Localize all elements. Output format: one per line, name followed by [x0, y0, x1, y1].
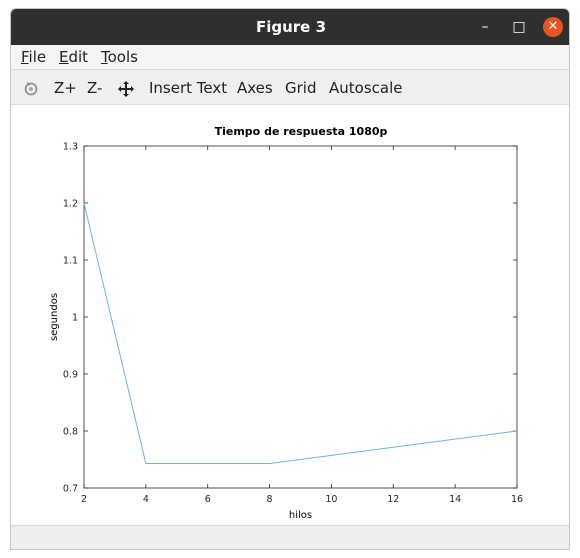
- x-tick-label: 8: [267, 494, 273, 505]
- pan-icon[interactable]: [117, 70, 135, 106]
- menu-edit[interactable]: Edit: [59, 47, 88, 67]
- toolbar: Z+ Z- Insert Text Axes Grid Autoscale: [11, 69, 569, 106]
- y-tick-label: 0.9: [63, 370, 78, 381]
- x-tick-label: 12: [387, 494, 399, 505]
- autoscale-button[interactable]: Autoscale: [329, 79, 403, 97]
- y-tick-label: 1.1: [63, 256, 78, 267]
- zoom-in-button[interactable]: Z+: [54, 79, 77, 97]
- x-tick-label: 10: [325, 494, 337, 505]
- x-tick-label: 14: [449, 494, 461, 505]
- y-tick-label: 1: [72, 313, 78, 324]
- minimize-button[interactable]: –: [481, 19, 489, 35]
- menu-tools[interactable]: Tools: [101, 47, 138, 67]
- x-tick-label: 2: [81, 494, 87, 505]
- menu-edit-key: E: [59, 48, 69, 66]
- y-tick-label: 0.8: [63, 427, 78, 438]
- menu-file[interactable]: File: [21, 47, 46, 67]
- chart-svg: Tiempo de respuesta 1080p 2 4 6 8 10 12 14 16 0.…: [49, 125, 523, 521]
- menu-tools-key: T: [101, 48, 108, 66]
- title-bar: Figure 3 – □ ✕: [11, 9, 569, 45]
- x-tick-label: 4: [143, 494, 149, 505]
- x-tick-label: 16: [511, 494, 523, 505]
- y-tick-label: 1.2: [63, 199, 78, 210]
- menu-tools-rest: ools: [107, 48, 138, 66]
- series-line: [83, 202, 518, 464]
- y-tick-label: 0.7: [63, 484, 78, 495]
- rotate-icon[interactable]: [23, 70, 39, 106]
- menu-file-rest: ile: [28, 48, 47, 66]
- insert-text-button[interactable]: Insert Text: [149, 79, 228, 97]
- figure-window: Figure 3 – □ ✕ File Edit Tools Z+ Z- Ins…: [10, 8, 570, 550]
- y-tick-label: 1.3: [63, 142, 78, 153]
- close-button[interactable]: ✕: [543, 17, 563, 37]
- zoom-out-button[interactable]: Z-: [87, 79, 103, 97]
- axes-button[interactable]: Axes: [237, 79, 273, 97]
- plot-area: Tiempo de respuesta 1080p 2 4 6 8 10 12 14 16 0.…: [11, 105, 569, 525]
- status-bar: [11, 525, 569, 549]
- axes-box: [83, 145, 518, 489]
- chart-title: Tiempo de respuesta 1080p: [215, 125, 388, 138]
- maximize-button[interactable]: □: [512, 19, 526, 35]
- ticks-group: 2 4 6 8 10 12 14 16 0.7 0.8 0.9 1 1.1 1.2 1.3: [63, 142, 523, 506]
- menu-file-key: F: [21, 48, 29, 66]
- menu-bar: File Edit Tools: [11, 45, 569, 69]
- x-tick-label: 6: [205, 494, 211, 505]
- y-axis-label: segundos: [49, 293, 60, 341]
- menu-edit-rest: dit: [68, 48, 89, 66]
- x-axis-label: hilos: [289, 510, 312, 521]
- grid-button[interactable]: Grid: [285, 79, 317, 97]
- window-title: Figure 3: [255, 18, 327, 36]
- series-group: [83, 202, 518, 464]
